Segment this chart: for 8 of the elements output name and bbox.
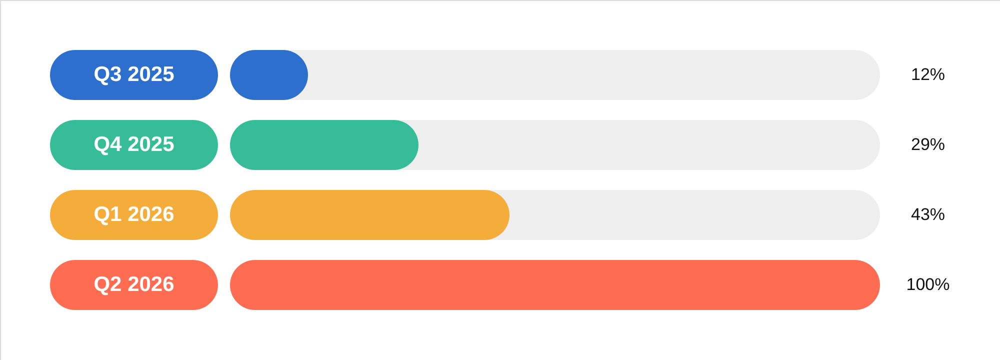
y-tick-label: Q3 2025 — [94, 63, 175, 86]
y-tick-label: Q1 2026 — [94, 203, 174, 226]
y-tick-label: Q4 2025 — [94, 133, 175, 156]
data-label: 29% — [910, 135, 946, 154]
data-label: 100% — [906, 275, 950, 294]
y-tick-label: Q2 2026 — [94, 273, 174, 296]
data-label: 43% — [910, 205, 946, 224]
data-label: 12% — [910, 65, 946, 84]
